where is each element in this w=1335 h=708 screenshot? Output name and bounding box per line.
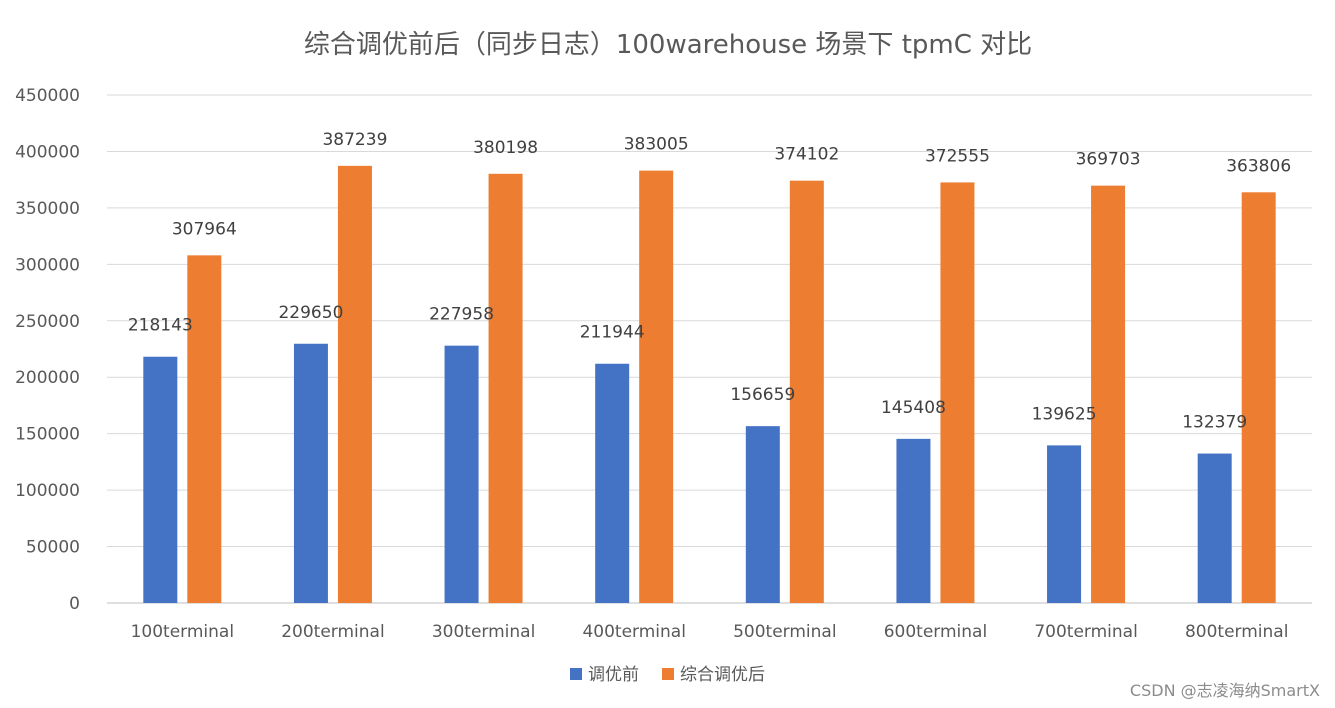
data-label-before: 139625 [1032,404,1097,424]
data-labels: 218143 307964 229650 387239 227958 380198 2119… [128,130,1291,433]
data-label-before: 156659 [730,385,795,405]
bar-before [745,426,780,603]
bar-before [1047,445,1082,603]
x-category-label: 800terminal [1185,622,1288,642]
y-tick-label: 150000 [15,425,80,445]
legend-label: 综合调优后 [680,665,765,685]
y-tick-label: 400000 [15,142,80,162]
data-label-after: 380198 [473,138,538,158]
x-category-label: 200terminal [281,622,384,642]
legend-swatch [662,668,674,680]
data-label-after: 372555 [925,146,990,166]
y-tick-label: 200000 [15,368,80,388]
data-label-after: 387239 [322,130,387,150]
bar-after [337,165,372,603]
bar-after [639,170,674,603]
y-tick-label: 100000 [15,481,80,501]
bar-after [1241,192,1276,603]
y-tick-label: 450000 [15,86,80,106]
data-label-before: 229650 [278,303,343,323]
data-label-after: 369703 [1076,150,1141,170]
x-category-label: 500terminal [733,622,836,642]
y-tick-label: 50000 [26,538,80,558]
x-axis-categories: 100terminal 200terminal 300terminal 400term… [131,622,1289,642]
y-axis-ticks: 0 50000 100000 150000 200000 250000 300000 3500… [15,86,80,614]
legend-swatch [570,668,582,680]
bar-before [293,343,328,603]
x-category-label: 700terminal [1034,622,1137,642]
x-category-label: 100terminal [131,622,234,642]
data-label-after: 363806 [1226,156,1291,176]
watermark: CSDN @志凌海纳SmartX [1130,681,1320,700]
data-label-before: 227958 [429,305,494,325]
gridlines [107,94,1312,604]
data-label-before: 132379 [1182,413,1247,433]
data-label-after: 374102 [774,145,839,165]
data-label-after: 383005 [624,135,689,155]
y-tick-label: 350000 [15,199,80,219]
bar-before [896,438,931,603]
bars [143,165,1276,603]
data-label-before: 145408 [881,398,946,418]
data-label-after: 307964 [172,219,237,239]
x-category-label: 600terminal [884,622,987,642]
bar-before [143,356,178,603]
x-category-label: 300terminal [432,622,535,642]
bar-after [187,255,222,603]
bar-after [940,182,975,603]
y-tick-label: 300000 [15,255,80,275]
bar-before [595,363,630,603]
bar-after [1091,185,1126,603]
legend: 调优前 综合调优后 [570,665,765,685]
data-label-before: 211944 [580,323,645,343]
bar-before [1197,453,1232,603]
x-category-label: 400terminal [582,622,685,642]
y-tick-label: 250000 [15,312,80,332]
chart-title: 综合调优前后（同步日志）100warehouse 场景下 tpmC 对比 [304,30,1032,60]
y-tick-label: 0 [69,594,80,614]
bar-after [789,180,824,603]
legend-label: 调优前 [588,665,639,685]
bar-before [444,345,479,603]
bar-after [488,173,523,603]
data-label-before: 218143 [128,316,193,336]
